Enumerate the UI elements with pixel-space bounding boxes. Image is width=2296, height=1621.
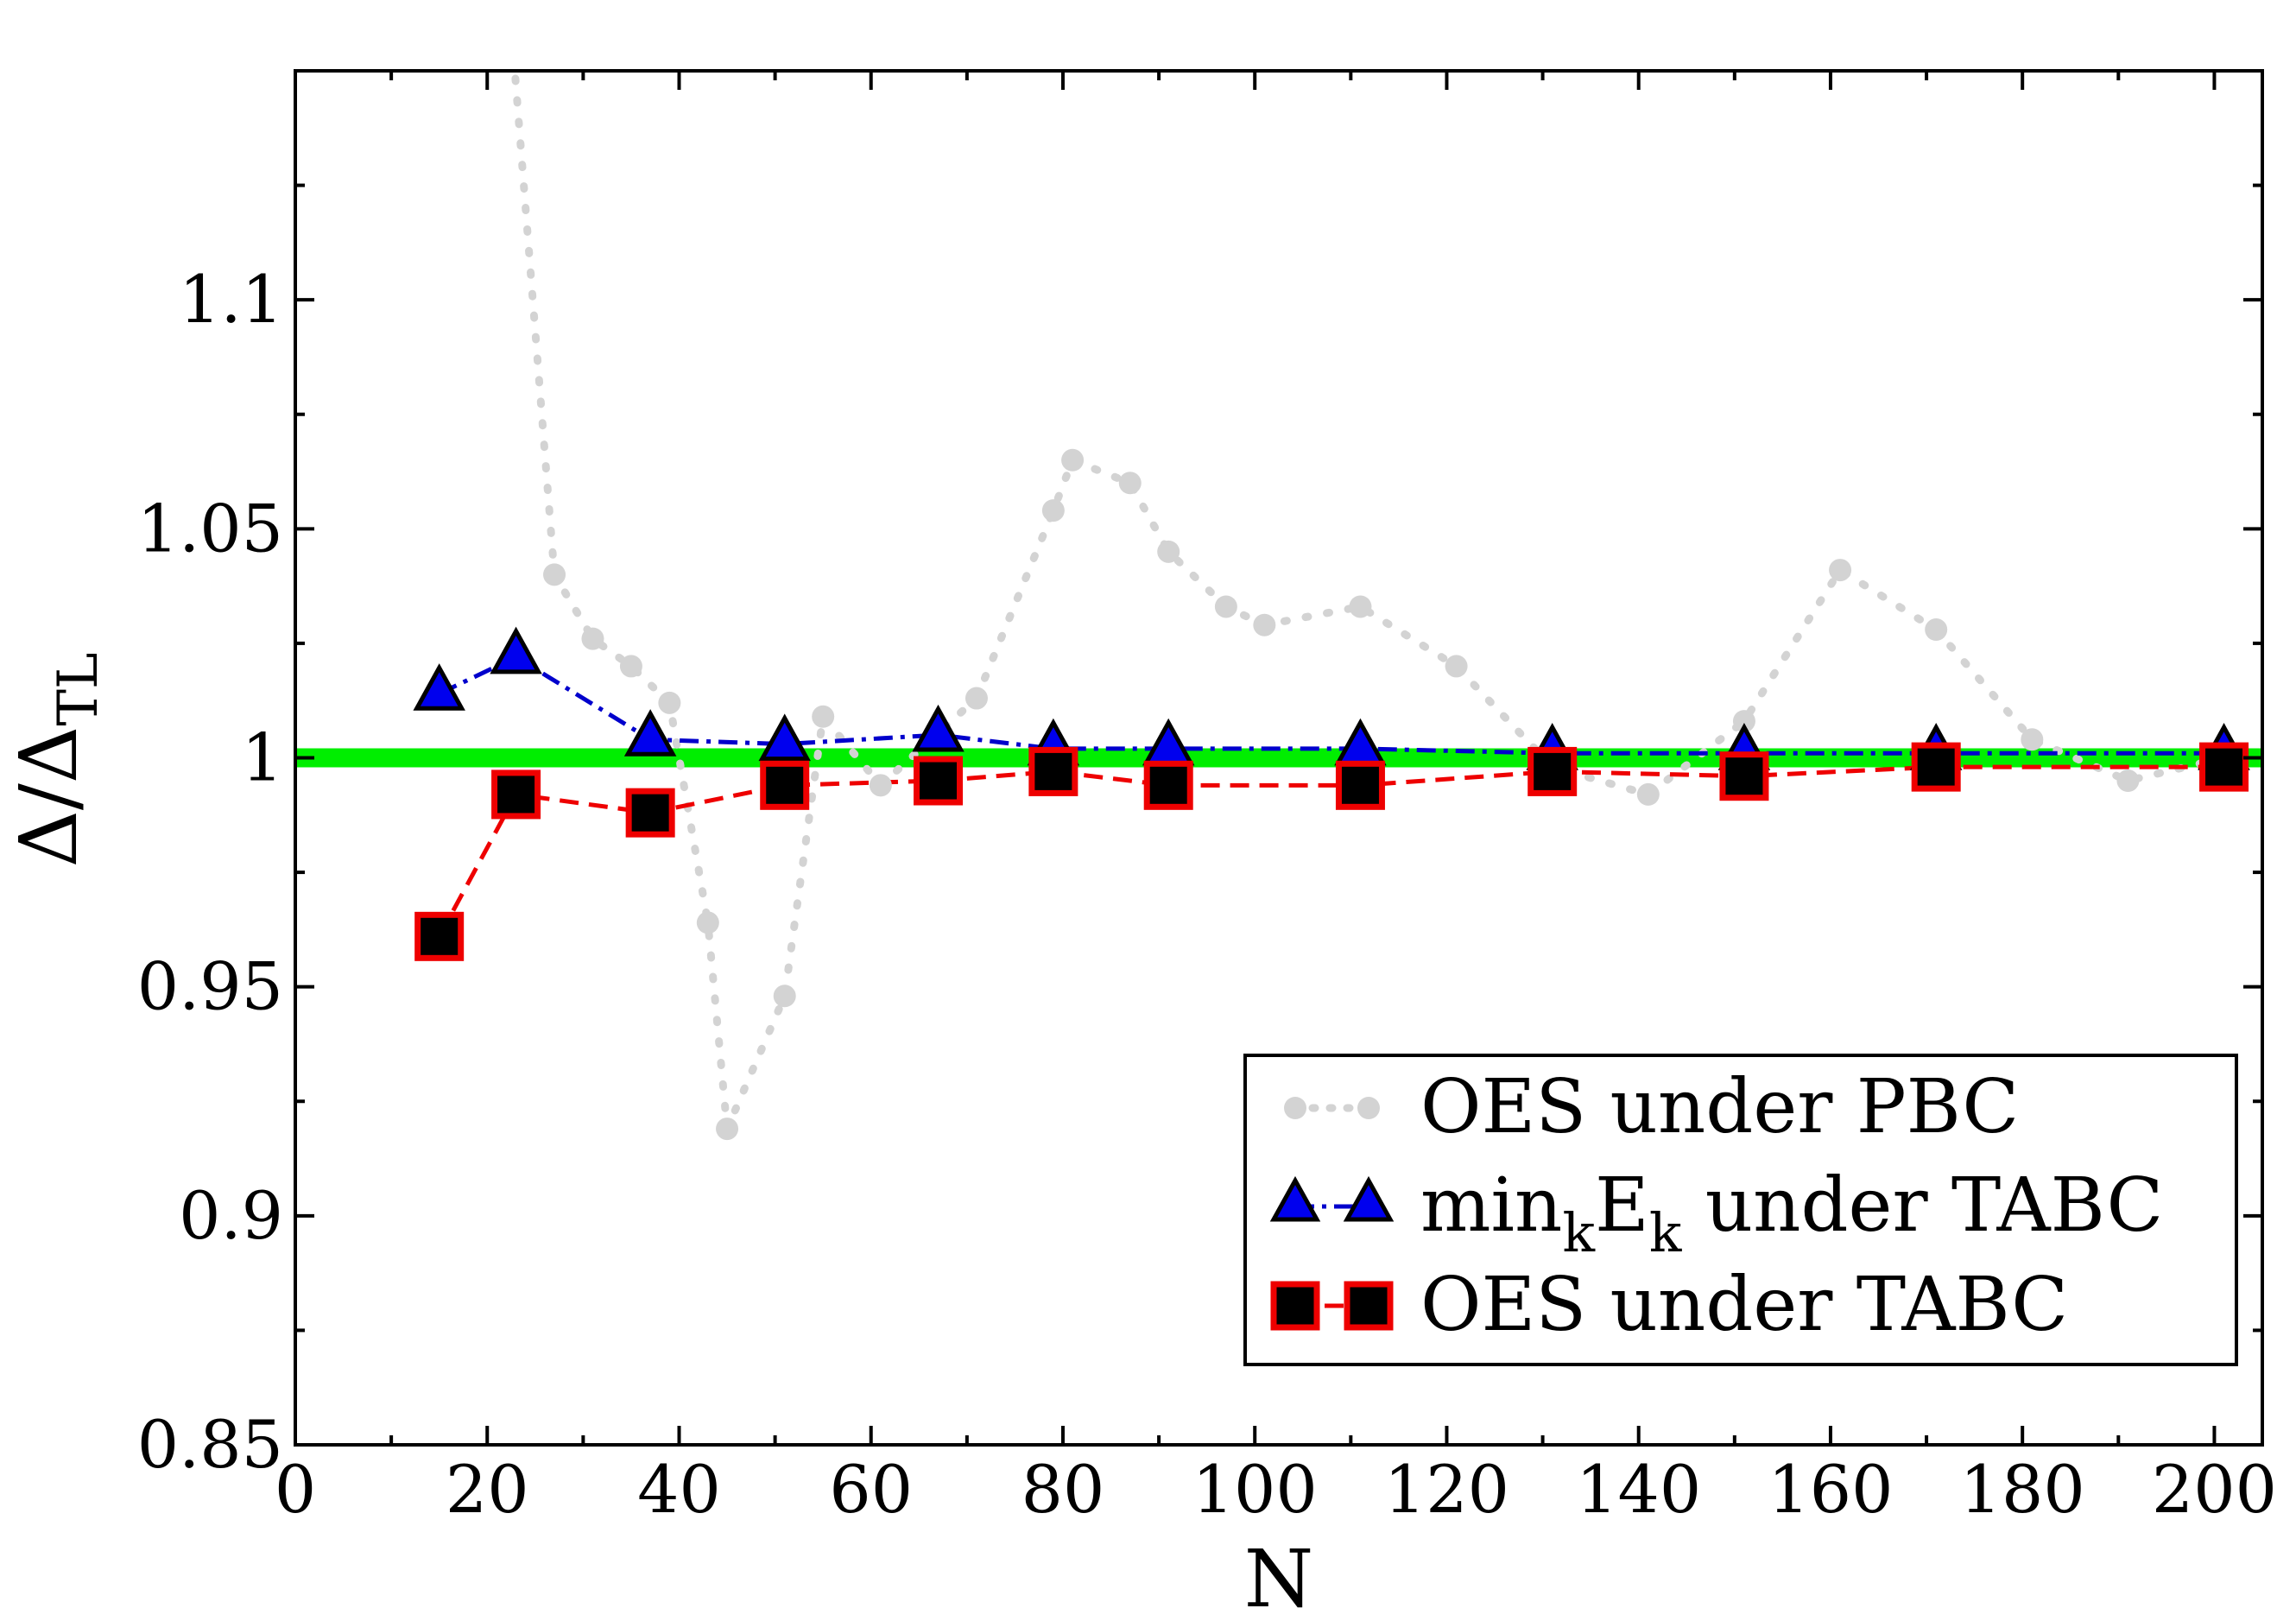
series-0-point-1 <box>543 563 566 586</box>
series-0-point-12 <box>1061 448 1085 472</box>
x-tick-label-7: 140 <box>1576 1451 1701 1528</box>
series-0-point-4 <box>658 691 681 714</box>
y-tick-label-1: 0.9 <box>179 1177 283 1254</box>
series-0-point-22 <box>1829 559 1852 582</box>
x-tick-label-6: 120 <box>1384 1451 1509 1528</box>
series-0-point-5 <box>696 911 719 934</box>
series-0-point-23 <box>1925 618 1948 642</box>
series-0-point-6 <box>716 1118 739 1141</box>
series-0-point-11 <box>1041 499 1065 522</box>
series-0-point-13 <box>1118 472 1142 495</box>
legend-marker-pbc-1 <box>1284 1097 1306 1119</box>
series-2-point-4 <box>914 756 964 806</box>
series-2-point-8 <box>1528 746 1578 796</box>
series-markers <box>413 448 2250 1141</box>
legend-entry-pbc: OES under PBC <box>1284 1064 2019 1150</box>
y-axis-title-sub: TL <box>47 652 111 725</box>
series-0-point-14 <box>1157 540 1180 563</box>
series-0-point-8 <box>812 705 835 728</box>
series-2-point-7 <box>1335 760 1385 810</box>
x-tick-label-4: 80 <box>1021 1451 1105 1528</box>
series-1-point-2 <box>623 709 677 757</box>
x-tick-label-10: 200 <box>2152 1451 2277 1528</box>
plot-area <box>295 71 2262 1141</box>
series-2-point-1 <box>491 769 541 820</box>
legend-marker-tabc-2 <box>1344 1281 1394 1331</box>
legend-label-mink-min: min <box>1420 1162 1562 1249</box>
axis-tick-labels: 0 20 40 60 80 100 120 140 160 180 200 0.85 0.9 0.95 1 1… <box>137 261 2277 1528</box>
y-tick-label-0: 0.85 <box>137 1406 283 1483</box>
series-0-point-10 <box>965 687 988 710</box>
series-0-point-3 <box>619 655 642 678</box>
x-tick-label-9: 180 <box>1960 1451 2085 1528</box>
x-tick-label-3: 60 <box>829 1451 913 1528</box>
legend-label-mink-sub2: k <box>1649 1201 1682 1264</box>
series-0-point-20 <box>1636 782 1660 806</box>
legend: OES under PBC minkEk under TABC OES unde… <box>1243 1054 2238 1366</box>
legend-marker-mink-1 <box>1269 1175 1321 1222</box>
legend-marker-pbc-2 <box>1357 1097 1380 1119</box>
x-axis-title: N <box>1244 1533 1314 1621</box>
y-tick-label-5: 1.1 <box>179 261 283 338</box>
legend-box <box>1243 1054 2238 1366</box>
series-1-point-1 <box>490 626 542 674</box>
series-0-point-21 <box>1732 710 1755 733</box>
series-1-point-3 <box>758 713 811 762</box>
legend-label-pbc: OES under PBC <box>1420 1064 2019 1150</box>
legend-entry-mink: minkEk under TABC <box>1269 1162 2163 1264</box>
legend-label-mink-e: E <box>1595 1162 1649 1249</box>
series-0-point-15 <box>1214 595 1237 618</box>
y-tick-label-3: 1 <box>242 719 283 796</box>
series-2-point-3 <box>760 760 810 810</box>
x-tick-label-0: 0 <box>275 1451 316 1528</box>
series-0-point-24 <box>2021 728 2044 751</box>
axis-ticks <box>294 71 2262 1447</box>
series-2-point-9 <box>1719 751 1769 801</box>
y-axis-title: Δ/ΔTL <box>3 652 111 867</box>
legend-marker-tabc-1 <box>1270 1281 1320 1331</box>
legend-label-mink-rest: under TABC <box>1681 1162 2163 1249</box>
y-tick-label-4: 1.05 <box>137 490 283 567</box>
series-line-1 <box>438 654 2224 756</box>
series-1-point-0 <box>413 663 465 711</box>
series-2-point-11 <box>2199 742 2249 792</box>
series-2-point-5 <box>1028 746 1078 796</box>
series-line-0 <box>510 71 2229 1130</box>
legend-label-mink: minkEk under TABC <box>1420 1162 2163 1264</box>
series-2-point-2 <box>625 788 675 838</box>
series-2-point-6 <box>1143 760 1193 810</box>
x-tick-label-2: 40 <box>637 1451 721 1528</box>
series-1-point-4 <box>912 704 965 752</box>
series-0-point-2 <box>581 627 604 650</box>
y-tick-label-2: 0.95 <box>137 948 283 1025</box>
legend-label-mink-sub1: k <box>1562 1201 1595 1264</box>
series-2-point-0 <box>414 911 465 961</box>
x-tick-label-5: 100 <box>1192 1451 1318 1528</box>
series-0-point-18 <box>1445 655 1468 678</box>
series-2-point-10 <box>1911 742 1961 792</box>
series-0-point-9 <box>869 774 892 797</box>
series-0-point-17 <box>1349 595 1372 618</box>
series-0-point-25 <box>2116 769 2140 793</box>
legend-label-tabc: OES under TABC <box>1420 1262 2068 1348</box>
x-tick-label-8: 160 <box>1768 1451 1893 1528</box>
x-tick-label-1: 20 <box>446 1451 529 1528</box>
legend-entry-tabc: OES under TABC <box>1270 1262 2068 1348</box>
series-0-point-16 <box>1253 613 1276 636</box>
series-0-point-7 <box>773 985 796 1008</box>
legend-marker-mink-2 <box>1343 1175 1395 1222</box>
y-axis-title-base: Δ/Δ <box>3 726 95 868</box>
